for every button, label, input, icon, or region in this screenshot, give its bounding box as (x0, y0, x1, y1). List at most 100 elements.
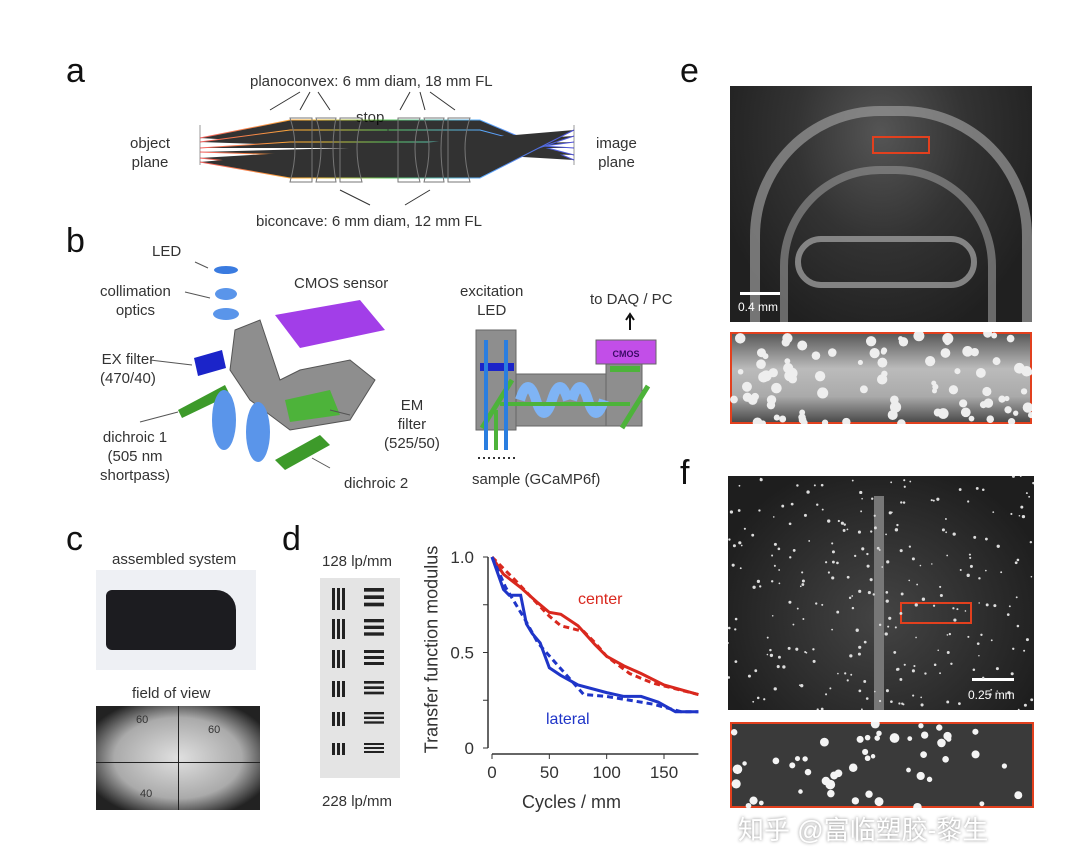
cell (887, 625, 890, 628)
cell (842, 417, 851, 424)
cell (747, 674, 751, 678)
cell (1022, 402, 1032, 413)
cell (888, 511, 892, 515)
cell (1010, 672, 1014, 676)
cell (992, 511, 995, 514)
cell (936, 497, 940, 501)
cell (813, 484, 816, 487)
cell (794, 756, 801, 762)
cell (998, 395, 1006, 403)
cell (828, 348, 837, 357)
cell (742, 381, 752, 392)
cell (731, 563, 735, 567)
cell (911, 557, 915, 561)
cell (766, 400, 776, 410)
cell (865, 697, 869, 700)
cell (776, 665, 780, 669)
cell (894, 528, 899, 532)
cell (1007, 418, 1016, 424)
cell (806, 490, 810, 494)
cell (920, 731, 929, 739)
bar (364, 656, 384, 659)
cell (926, 776, 933, 783)
cell (815, 602, 818, 605)
cell (856, 735, 864, 743)
cell (851, 595, 854, 597)
cell (914, 603, 918, 607)
cell (865, 336, 877, 347)
cell (766, 653, 769, 656)
bar (364, 747, 384, 749)
bar (337, 619, 340, 639)
cell (890, 700, 893, 704)
cell (834, 769, 843, 778)
cell (942, 755, 949, 763)
cell (932, 604, 936, 607)
cell (737, 368, 744, 375)
cell (1001, 763, 1008, 769)
cell (936, 724, 943, 731)
cell (937, 649, 940, 652)
cell (860, 708, 863, 710)
cell (855, 628, 859, 632)
cell (738, 541, 742, 545)
cell (915, 636, 917, 639)
cell (948, 385, 959, 395)
cell (1016, 558, 1020, 562)
cell (1015, 596, 1018, 599)
bar (364, 632, 384, 636)
cell (805, 651, 808, 654)
cell (772, 757, 780, 765)
cell (911, 669, 915, 673)
cell (884, 632, 888, 636)
cell (840, 521, 844, 525)
bar (364, 650, 384, 653)
cell (885, 599, 889, 603)
cell (967, 500, 970, 503)
cell (996, 544, 1000, 548)
cell (1025, 638, 1029, 642)
bar (364, 691, 384, 695)
scale-bar (740, 292, 780, 295)
cell (920, 751, 927, 758)
cell (747, 395, 758, 405)
cell (1014, 791, 1023, 800)
cell (831, 550, 835, 554)
bar (364, 721, 384, 724)
cell (908, 579, 911, 582)
cell (946, 651, 950, 655)
cell (851, 606, 855, 610)
cell (825, 693, 828, 696)
cell (797, 340, 808, 351)
cell (730, 729, 738, 736)
cell (1004, 406, 1012, 414)
cell (869, 347, 880, 359)
cell (890, 481, 893, 484)
cell (958, 488, 962, 491)
cell (792, 623, 795, 626)
cell (745, 802, 752, 808)
series-lateral-dashed (490, 556, 699, 714)
cell (798, 789, 803, 794)
cell (778, 569, 781, 571)
cell (749, 796, 758, 805)
cell (773, 542, 777, 546)
cell (867, 591, 871, 595)
top-lp-label: 128 lp/mm (322, 553, 393, 570)
cell (788, 600, 792, 604)
cell (843, 523, 846, 526)
cell (903, 479, 906, 482)
cell (876, 730, 882, 737)
cell (759, 477, 762, 480)
cell (960, 407, 971, 418)
cell (979, 801, 985, 807)
ruler-number: 60 (136, 714, 149, 726)
cell (920, 696, 923, 699)
cell (811, 351, 821, 360)
cell (900, 592, 904, 596)
ruler-number: 60 (208, 724, 221, 736)
sample-label: sample (GCaMP6f) (472, 471, 601, 488)
cell (789, 762, 796, 769)
cell (968, 415, 975, 422)
cell (877, 374, 888, 385)
